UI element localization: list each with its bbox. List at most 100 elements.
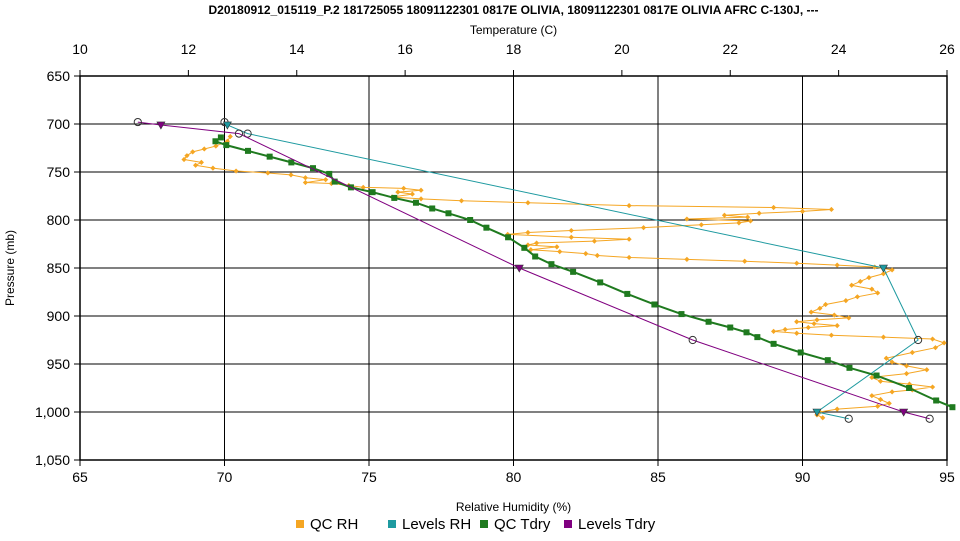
- data-point: [727, 324, 734, 331]
- data-point: [626, 254, 632, 261]
- data-point: [846, 364, 853, 371]
- data-point: [889, 359, 895, 365]
- data-point: [869, 374, 875, 381]
- data-point: [266, 153, 273, 160]
- legend-item: Levels Tdry: [564, 516, 656, 533]
- data-point: [302, 175, 309, 181]
- chart-title: D20180912_015119_P.2 181725055 180911223…: [208, 3, 818, 17]
- data-point: [929, 336, 936, 342]
- legend-label: Levels RH: [402, 516, 471, 533]
- data-point: [418, 187, 424, 193]
- data-point: [554, 244, 560, 250]
- data-point: [640, 225, 647, 231]
- data-point: [875, 403, 881, 409]
- data-point: [742, 258, 748, 264]
- data-point: [756, 210, 762, 216]
- data-point: [525, 200, 531, 206]
- data-point: [880, 271, 887, 277]
- data-point: [429, 205, 436, 212]
- series-line: [137, 121, 930, 420]
- data-point: [684, 256, 690, 262]
- data-point: [360, 184, 366, 190]
- left-tick-label: 900: [47, 308, 71, 324]
- data-point: [909, 349, 915, 356]
- top-tick-label: 22: [722, 41, 738, 57]
- data-point: [568, 227, 574, 234]
- data-point: [880, 334, 887, 340]
- top-tick-label: 18: [506, 41, 522, 57]
- data-point: [744, 214, 751, 220]
- data-point: [323, 177, 329, 183]
- data-point: [190, 149, 196, 155]
- data-point: [849, 282, 855, 288]
- data-point: [846, 315, 852, 321]
- data-point: [771, 204, 777, 211]
- data-point: [217, 134, 224, 141]
- bottom-tick-label: 65: [72, 469, 88, 485]
- data-point: [736, 220, 742, 226]
- data-point: [198, 159, 204, 165]
- data-point: [875, 290, 881, 296]
- data-point: [811, 321, 817, 327]
- data-point: [747, 218, 754, 224]
- data-point: [903, 371, 910, 377]
- data-point: [754, 334, 761, 341]
- data-point: [817, 305, 823, 311]
- legend-item: QC Tdry: [480, 516, 551, 533]
- data-point: [878, 264, 888, 273]
- data-point: [705, 318, 712, 325]
- data-point: [857, 278, 863, 285]
- data-point: [794, 319, 800, 325]
- data-point: [534, 240, 540, 246]
- data-point: [929, 384, 936, 390]
- data-point: [548, 261, 555, 268]
- data-point: [201, 146, 207, 152]
- data-point: [770, 340, 777, 347]
- legend-swatch: [564, 520, 572, 528]
- data-point: [243, 129, 252, 138]
- data-point: [828, 332, 834, 338]
- data-point: [570, 268, 577, 275]
- data-point: [651, 301, 658, 308]
- data-point: [824, 357, 831, 364]
- legend-swatch: [388, 520, 396, 528]
- left-tick-label: 1,000: [35, 404, 70, 420]
- data-point: [244, 147, 251, 154]
- data-point: [583, 251, 589, 257]
- data-point: [843, 298, 849, 304]
- data-point: [834, 406, 840, 412]
- data-point: [877, 396, 884, 403]
- data-point: [873, 372, 880, 379]
- top-tick-label: 26: [939, 41, 955, 57]
- data-point: [181, 156, 187, 163]
- data-point: [233, 168, 239, 174]
- series-layer: [133, 117, 956, 423]
- data-point: [624, 290, 631, 297]
- y-axis-title: Pressure (mb): [3, 230, 17, 306]
- data-point: [808, 309, 814, 315]
- data-point: [844, 414, 853, 423]
- data-point: [310, 165, 317, 172]
- data-point: [483, 224, 490, 231]
- axes: 65 70 75 80 85 90 95 10 12 14 16 18 20 22 24 26 650 700 75…: [35, 41, 955, 485]
- data-point: [866, 275, 872, 281]
- left-tick-label: 950: [47, 356, 71, 372]
- left-tick-label: 650: [47, 68, 71, 84]
- data-point: [395, 189, 401, 195]
- data-point: [743, 329, 750, 336]
- top-tick-label: 20: [614, 41, 630, 57]
- data-point: [925, 414, 934, 423]
- data-point: [932, 345, 939, 351]
- series-qc-tdry: [212, 134, 956, 411]
- data-point: [869, 286, 875, 292]
- data-point: [184, 153, 190, 159]
- data-point: [914, 335, 923, 345]
- data-point: [797, 349, 804, 356]
- series-line: [183, 136, 946, 419]
- data-point: [688, 335, 697, 345]
- data-point: [831, 312, 837, 318]
- data-point: [877, 378, 884, 384]
- legend-label: QC Tdry: [494, 516, 551, 533]
- bottom-tick-label: 80: [506, 469, 522, 485]
- data-point: [557, 249, 563, 255]
